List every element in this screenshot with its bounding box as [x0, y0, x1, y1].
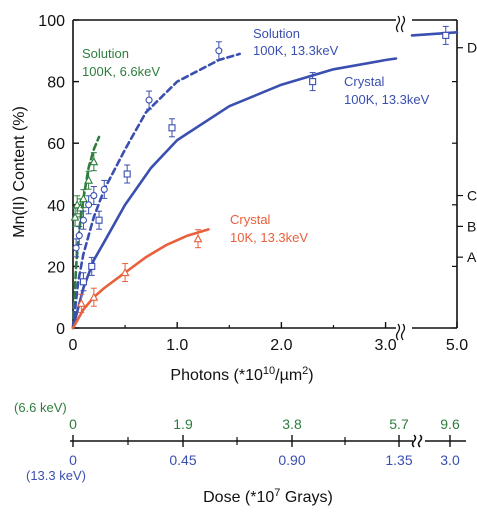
x-tick-label: 0 [69, 337, 78, 354]
dose-blue-tick-label: 0.90 [278, 452, 305, 468]
data-point-square [123, 170, 131, 178]
y-tick-label: 100 [38, 13, 65, 30]
dose-green-tick-label: 9.6 [440, 416, 460, 432]
data-point-square [309, 78, 317, 86]
x-tick-label: 3.0 [374, 337, 396, 354]
x-tick-label: 1.0 [166, 337, 188, 354]
dose-axis: (6.6 keV) 0 1.9 3.8 5.7 9.6 0 0.45 0.90 1.35 3.0… [14, 400, 466, 506]
data-point-circle [90, 192, 98, 200]
series-points [70, 25, 450, 313]
dose-axis-title: Dose (*107 Grays) [203, 487, 333, 506]
dose-minor-ticks [72, 435, 451, 447]
y-tick-label: 60 [47, 136, 65, 153]
data-point-triangle [78, 193, 88, 203]
series-label-solution-6-6kev-line2: 100K, 6.6keV [82, 64, 160, 79]
dose-blue-ticks: 0 0.45 0.90 1.35 3.0 [69, 452, 460, 468]
series-label-crystal-100k-line2: 100K, 13.3keV [344, 92, 430, 107]
data-point-circle [85, 201, 93, 209]
dose-axis-line [70, 434, 466, 448]
x-axis-title: Photons (*1010/µm2) [170, 365, 313, 384]
right-marker-label: C [467, 188, 477, 204]
series-label-crystal-100k-line1: Crystal [344, 74, 385, 89]
data-point-triangle [84, 175, 94, 184]
data-point-square [79, 278, 87, 286]
data-point-square [88, 262, 96, 270]
data-point-circle [75, 232, 83, 240]
right-marker-label: B [467, 218, 476, 234]
data-point-square [95, 216, 103, 224]
series-curve-1 [71, 52, 241, 330]
series-label-solution-6-6kev-line1: Solution [82, 46, 129, 61]
y-tick-label: 0 [56, 321, 65, 338]
data-point-circle [100, 185, 108, 193]
dose-green-tick-label: 5.7 [389, 416, 409, 432]
series-label-solution-13-3kev-line2: 100K, 13.3keV [253, 43, 339, 58]
dose-blue-tick-label: 3.0 [440, 452, 460, 468]
y-tick-label: 80 [47, 75, 65, 92]
data-point-square [168, 124, 176, 132]
dose-green-ticks: 0 1.9 3.8 5.7 9.6 [69, 416, 460, 432]
y-tick-label: 20 [47, 259, 65, 276]
data-point-triangle [120, 267, 130, 277]
x-tick-label: 2.0 [270, 337, 292, 354]
data-point-triangle [70, 212, 80, 221]
dose-axis-green-label: (6.6 keV) [14, 400, 67, 415]
right-marker-label: D [467, 40, 477, 56]
data-point-triangle [76, 298, 86, 307]
series-labels: Solution 100K, 6.6keV Solution 100K, 13.… [82, 26, 430, 245]
data-point-circle [145, 96, 153, 104]
data-point-circle [215, 47, 223, 55]
dose-blue-tick-label: 0 [69, 452, 77, 468]
series-label-crystal-10k-line1: Crystal [230, 212, 271, 227]
x-tick-label: 5.0 [446, 337, 468, 354]
right-markers: ABC D [457, 40, 477, 265]
data-point-circle [72, 244, 80, 252]
series-curve-3 [71, 228, 210, 330]
data-point-circle [79, 216, 87, 224]
series-label-crystal-10k-line2: 10K, 13.3keV [230, 230, 308, 245]
dose-axis-blue-label: (13.3 keV) [26, 468, 86, 483]
data-point-triangle [89, 292, 99, 301]
data-point-triangle [193, 234, 203, 243]
dose-green-tick-label: 3.8 [282, 416, 302, 432]
series-curve-2 [410, 30, 459, 37]
plot-frame [72, 19, 458, 329]
y-axis-title: Mn(II) Content (%) [11, 106, 28, 238]
dose-green-tick-label: 1.9 [173, 416, 193, 432]
axis-break-marks [395, 15, 406, 341]
dose-blue-tick-label: 0.45 [169, 452, 196, 468]
data-point-triangle [89, 157, 99, 166]
x-ticks: 0 1.0 2.0 3.0 5.0 [69, 322, 468, 354]
dose-green-tick-label: 0 [69, 416, 77, 432]
y-tick-label: 40 [47, 198, 65, 215]
right-marker-label: A [467, 249, 477, 265]
series-label-solution-13-3kev-line1: Solution [253, 26, 300, 41]
dose-blue-tick-label: 1.35 [385, 452, 412, 468]
data-point-square [442, 31, 450, 39]
